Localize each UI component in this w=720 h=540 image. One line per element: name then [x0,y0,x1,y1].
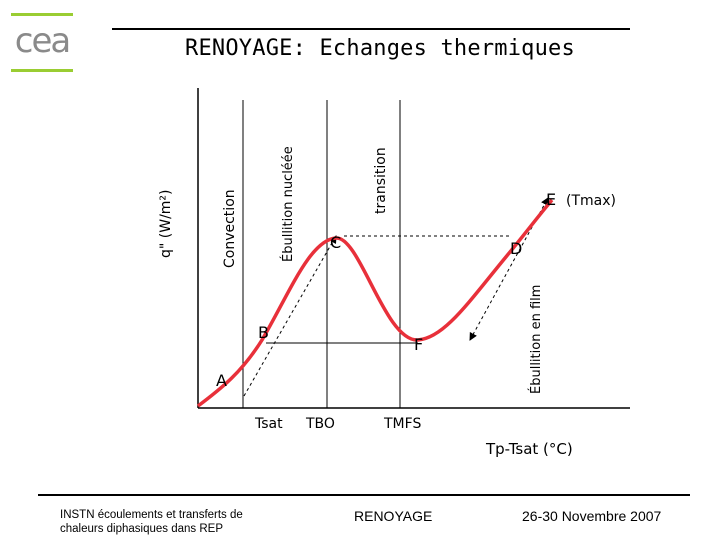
nucleate-label: Ébullition nucléée [280,146,296,262]
logo-text: cea [15,21,69,61]
logo-bottom-bar [11,69,73,72]
footer-left: INSTN écoulements et transferts de chale… [60,508,300,536]
point-b-label: B [258,323,269,342]
title-rule [112,28,630,30]
footer-left-line2: chaleurs diphasiques dans REP [60,523,224,535]
point-e-label: E [546,190,556,209]
boiling-curve [196,198,554,408]
y-axis-label: q" (W/m²) [158,189,174,258]
point-f-label: F [414,335,423,354]
page-title: RENOYAGE: Echanges thermiques [185,36,575,61]
tbo-label: TBO [305,416,335,432]
transition-label: transition [373,147,389,214]
point-e-note: (Tmax) [566,193,616,209]
logo-top-bar [11,13,73,16]
tmfs-label: TMFS [383,416,421,432]
nucleate-dashed-arrow [243,235,337,397]
footer-center: RENOYAGE [354,508,433,524]
footer-right: 26-30 Novembre 2007 [522,508,662,524]
point-c-label: C [330,233,341,252]
footer-left-line1: INSTN écoulements et transferts de [60,509,243,521]
x-axis-label: Tp-Tsat (°C) [485,440,573,458]
film-label: Ébullition en film [528,285,544,394]
point-d-label: D [510,239,522,258]
tsat-label: Tsat [254,416,283,432]
footer-rule [38,494,690,496]
cea-logo: cea [11,13,73,72]
convection-label: Convection [222,189,238,268]
point-a-label: A [216,371,227,390]
